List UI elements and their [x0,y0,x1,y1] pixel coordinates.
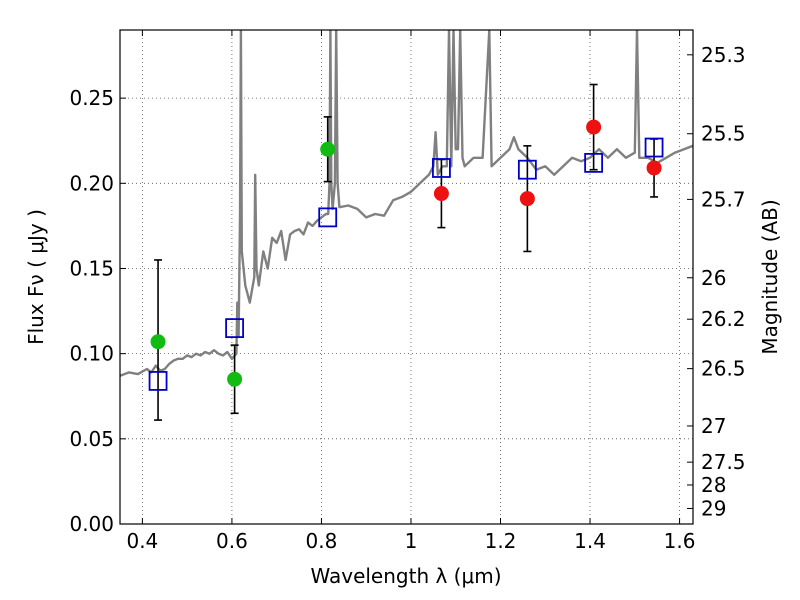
mag-tick-label: 27 [701,414,726,438]
x-axis-label: Wavelength λ (μm) [310,564,501,588]
right-axis-label: Magnitude (AB) [758,199,782,354]
model-photometry-square [225,318,245,339]
mag-tick-label: 26.2 [701,307,746,331]
model-photometry-square [148,371,168,391]
data-point-green [320,141,336,157]
mag-tick-label: 27.5 [701,450,746,474]
data-point-red [519,191,535,207]
model-photometry-square [517,159,537,180]
model-photometry-square [432,158,451,178]
y-tick-label: 0.00 [69,512,114,536]
mag-tick-label: 25.7 [701,187,746,211]
data-point-red [433,186,449,202]
x-tick-label: 1.6 [664,529,696,553]
x-tick-label: 1 [405,529,418,553]
x-tick-label: 0.6 [216,529,248,553]
data-point-red [646,160,662,176]
mag-tick-label: 25.5 [701,122,746,146]
mag-tick-label: 25.3 [701,43,746,67]
x-tick-label: 0.8 [306,529,338,553]
y-axis-label: Flux Fν ( μJy ) [24,209,48,345]
model-photometry-square [644,137,664,158]
spectrum-line [120,30,693,377]
mag-tick-label: 26 [701,266,726,290]
plot-frame [119,29,694,525]
mag-tick-label: 28 [701,473,726,497]
tick-layer: 0.4 0.6 0.8 1 1.2 1.4 1.6 0.00 0.05 0.10 0.15 0.20 0… [69,30,746,553]
data-point-green [150,334,166,350]
y-tick-label: 0.25 [69,86,114,110]
x-tick-label: 1.2 [485,529,517,553]
mag-tick-label: 26.5 [701,357,746,381]
y-tick-label: 0.15 [69,256,114,280]
data-point-red [586,119,602,135]
x-tick-label: 0.4 [126,529,158,553]
model-photometry-square [584,152,604,173]
data-point-green [227,371,243,387]
y-tick-label: 0.05 [69,427,114,451]
x-tick-label: 1.4 [574,529,606,553]
marker-layer [148,119,664,391]
model-photometry-square [318,207,338,228]
spectrum-layer [120,30,693,377]
y-tick-label: 0.20 [69,171,114,195]
y-tick-label: 0.10 [69,342,114,366]
plot-background [120,30,693,524]
mag-tick-label: 29 [701,496,726,520]
